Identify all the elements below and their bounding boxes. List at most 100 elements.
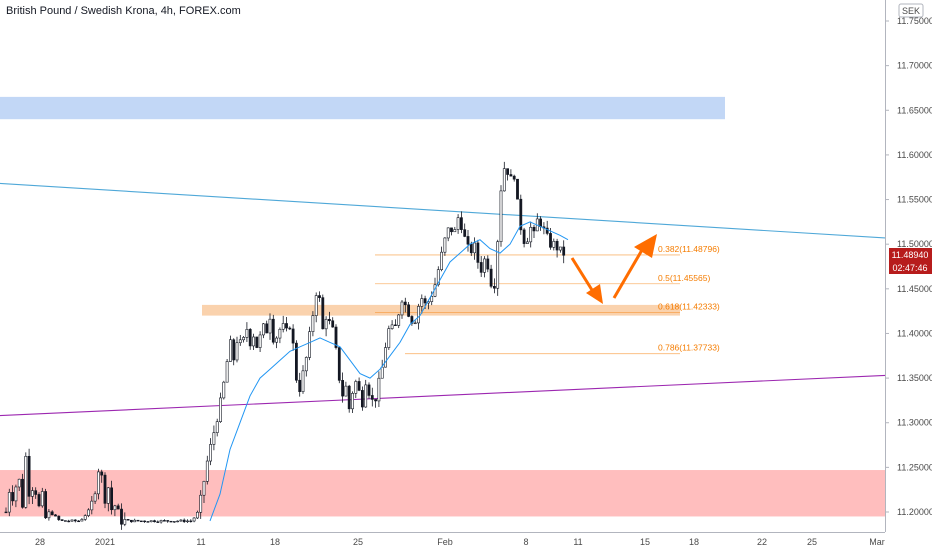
candle-body (159, 520, 163, 523)
time-tick-label: 25 (353, 537, 363, 547)
candle-body (403, 301, 407, 306)
candle-body (57, 515, 61, 520)
trendlines-layer (0, 182, 886, 417)
price-tick-label: 11.40000 (897, 328, 932, 338)
candles-layer (4, 161, 566, 530)
candle-body (486, 258, 490, 270)
candle-body (489, 268, 493, 287)
candle-body (245, 329, 249, 338)
candle-body (143, 520, 147, 523)
candle-body (301, 370, 305, 392)
fib-level-label: 0.5(11.45565) (658, 273, 710, 283)
candle-body (562, 246, 566, 256)
candle-body (450, 227, 453, 233)
candle-body (516, 178, 519, 200)
candle-body (235, 342, 239, 361)
candle-body (238, 339, 242, 344)
candle-body (172, 521, 176, 523)
zones-layer (0, 96, 885, 517)
upper-trendline (0, 182, 886, 239)
price-tick-label: 11.45000 (897, 284, 932, 294)
candle-body (116, 505, 120, 510)
candle-body (545, 227, 549, 234)
candle-body (393, 324, 397, 326)
candle-body (337, 347, 341, 381)
candle-body (54, 514, 57, 517)
candle-body (14, 486, 18, 502)
candle-body (387, 328, 391, 348)
time-tick-label: 11 (196, 537, 205, 547)
price-tick-label: 11.35000 (897, 373, 932, 383)
time-tick-label: Mar (869, 537, 885, 547)
price-axis[interactable]: 11.20000 11.25000 11.30000 11.35000 11.40000… (885, 16, 932, 517)
candle-body (390, 324, 394, 329)
time-tick-label: 2021 (95, 537, 115, 547)
candle-body (176, 520, 180, 523)
candle-body (357, 381, 361, 391)
candle-body (413, 322, 417, 325)
candle-body (473, 242, 477, 254)
candle-body (380, 366, 384, 379)
candle-body (205, 460, 209, 482)
price-tick-label: 11.70000 (897, 61, 932, 71)
candle-body (281, 323, 285, 330)
candle-body (291, 328, 295, 344)
candle-body (351, 393, 354, 410)
candle-body (525, 241, 529, 244)
candle-body (347, 385, 351, 410)
candle-body (163, 520, 166, 522)
time-tick-label: 8 (523, 537, 528, 547)
candle-body (483, 258, 486, 273)
candle-body (90, 500, 94, 511)
candle-body (384, 347, 387, 368)
candle-body (509, 174, 513, 177)
price-tick-label: 11.55000 (897, 195, 932, 205)
candle-body (555, 241, 559, 251)
candle-body (27, 455, 31, 497)
fib-zone (202, 304, 680, 316)
candle-body (7, 492, 11, 513)
candle-body (288, 327, 292, 330)
candle-body (377, 377, 381, 402)
candle-body (123, 519, 127, 525)
price-tick-label: 11.75000 (897, 16, 932, 26)
time-tick-label: 22 (757, 537, 767, 547)
candle-body (331, 320, 335, 328)
candle-body (83, 515, 87, 520)
candle-body (532, 226, 536, 232)
candle-body (113, 505, 117, 511)
candle-body (103, 474, 107, 504)
candle-body (37, 494, 41, 507)
candle-body (100, 471, 104, 476)
candle-body (186, 520, 189, 523)
candle-body (506, 168, 510, 175)
price-tick-label: 11.65000 (897, 105, 932, 115)
candle-body (318, 295, 321, 298)
current-price-label: 11.48940 (892, 250, 929, 260)
candle-body (130, 519, 133, 523)
candle-body (370, 395, 374, 400)
candle-body (466, 236, 470, 245)
candle-body (407, 304, 411, 317)
candle-body (529, 226, 533, 243)
candle-body (77, 520, 81, 523)
candle-body (70, 519, 74, 522)
candle-body (21, 478, 24, 508)
candle-body (436, 269, 440, 286)
candle-body (93, 493, 97, 502)
candle-body (252, 336, 255, 347)
candle-body (11, 492, 15, 502)
candle-body (417, 306, 420, 324)
candle-body (364, 384, 368, 408)
candle-body (539, 218, 543, 228)
candle-body (294, 342, 298, 381)
time-axis[interactable]: 28 2021 11 18 25 Feb 8 11 15 18 22 25 Mar (35, 537, 885, 547)
candle-body (153, 520, 156, 523)
candle-body (232, 339, 236, 361)
time-tick-label: 25 (807, 537, 817, 547)
candle-body (278, 328, 282, 339)
candle-body (374, 399, 378, 402)
candle-body (255, 336, 259, 348)
candle-body (519, 198, 523, 231)
